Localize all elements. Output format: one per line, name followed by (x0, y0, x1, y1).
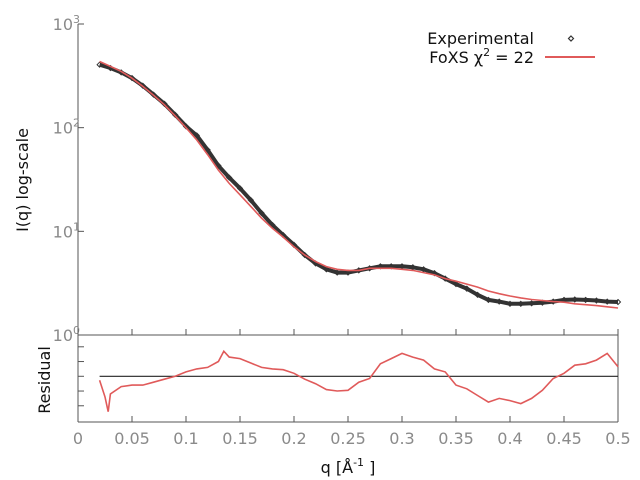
tick-exponent: 3 (73, 13, 80, 26)
tick-base: 10 (53, 15, 73, 34)
experimental-point (571, 296, 579, 303)
tick-base: 10 (53, 222, 73, 241)
tick-base: 10 (53, 326, 73, 345)
main-y-tick-label: 103 (53, 13, 80, 34)
residual-line (98, 349, 619, 412)
tick-exponent: 1 (73, 220, 80, 233)
experimental-point (582, 296, 589, 304)
x-tick-label: 0.35 (438, 429, 474, 448)
x-tick-label: 0.15 (222, 429, 258, 448)
x-tick-label: 0.4 (497, 429, 522, 448)
x-tick-label: 0.3 (389, 429, 414, 448)
experimental-point (96, 61, 103, 68)
experimental-point (474, 291, 481, 299)
experimental-point (495, 298, 503, 305)
x-axis-title-suffix: ] (364, 458, 375, 477)
fit-line (99, 60, 619, 309)
experimental-point (506, 300, 514, 308)
residual-panel: 0 0.05 0.1 0.15 0.2 0.25 0.3 0.35 0.4 0.45 0.5 (73, 335, 631, 448)
x-tick-label: 0 (73, 429, 83, 448)
experimental-point (366, 265, 373, 272)
tick-exponent: 2 (73, 117, 80, 130)
residual-axis-title: Residual (35, 346, 54, 414)
legend: Experimental FoXS χ2 = 22 (427, 29, 595, 67)
experimental-point (517, 300, 525, 308)
experimental-point (333, 269, 341, 276)
experimental-point (215, 162, 222, 169)
x-axis-title-sup: -1 (353, 456, 364, 469)
main-y-tick-label: 102 (53, 117, 80, 138)
experimental-point (528, 300, 535, 307)
experimental-point (463, 285, 471, 292)
legend-fit-suffix: = 22 (490, 48, 534, 67)
legend-fit-prefix: FoXS χ (429, 48, 483, 67)
experimental-point (603, 298, 611, 305)
experimental-point (258, 209, 265, 217)
legend-label-fit: FoXS χ2 = 22 (429, 46, 534, 67)
experimental-point (247, 196, 255, 204)
x-tick-label: 0.5 (605, 429, 630, 448)
y-axis-title: I(q) log-scale (13, 128, 32, 232)
experimental-point (452, 280, 460, 288)
x-tick-label: 0.05 (114, 429, 150, 448)
experimental-point (485, 296, 492, 304)
main-y-tick-label: 101 (53, 220, 80, 241)
x-axis-title: q [Å-1 ] (321, 456, 376, 477)
legend-label-experimental: Experimental (427, 29, 534, 48)
x-tick-label: 0.1 (173, 429, 198, 448)
experimental-point (593, 297, 600, 304)
experimental-point (236, 185, 244, 192)
tick-base: 10 (53, 119, 73, 138)
experimental-point (344, 269, 352, 276)
experimental-point (614, 298, 622, 306)
x-tick-label: 0.45 (546, 429, 582, 448)
main-y-tick-label: 100 (53, 324, 80, 345)
experimental-point (539, 299, 546, 306)
legend-fit-sup: 2 (483, 46, 490, 59)
tick-exponent: 0 (73, 324, 80, 337)
x-tick-label: 0.2 (281, 429, 306, 448)
experimental-point (204, 146, 211, 154)
experimental-point (225, 174, 233, 181)
legend-marker-experimental (567, 35, 575, 42)
experimental-point (323, 266, 330, 273)
x-tick-label: 0.25 (330, 429, 366, 448)
x-axis-title-prefix: q [Å (321, 458, 353, 477)
experimental-point (193, 132, 201, 139)
